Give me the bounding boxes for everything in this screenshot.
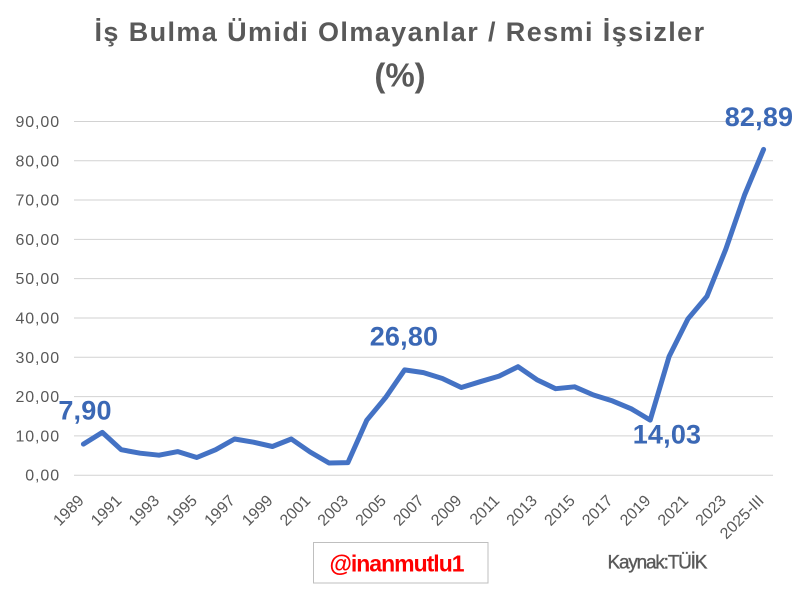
svg-text:0,00: 0,00 <box>25 468 60 485</box>
svg-text:90,00: 90,00 <box>15 114 60 131</box>
svg-text:İş Bulma Ümidi Olmayanlar / Re: İş Bulma Ümidi Olmayanlar / Resmi İşsizl… <box>94 17 705 47</box>
svg-text:50,00: 50,00 <box>15 271 60 288</box>
svg-text:7,90: 7,90 <box>58 396 111 426</box>
svg-text:Kaynak:TÜİK: Kaynak:TÜİK <box>608 553 708 574</box>
svg-text:@inanmutlu1: @inanmutlu1 <box>329 551 464 577</box>
svg-text:26,80: 26,80 <box>370 322 439 352</box>
svg-text:(%): (%) <box>374 57 425 94</box>
svg-text:10,00: 10,00 <box>15 428 60 445</box>
svg-text:70,00: 70,00 <box>15 193 60 210</box>
svg-text:80,00: 80,00 <box>15 153 60 170</box>
svg-text:30,00: 30,00 <box>15 350 60 367</box>
svg-text:14,03: 14,03 <box>633 420 702 450</box>
svg-text:60,00: 60,00 <box>15 232 60 249</box>
svg-text:82,89: 82,89 <box>725 102 794 132</box>
svg-text:40,00: 40,00 <box>15 311 60 328</box>
svg-text:20,00: 20,00 <box>15 389 60 406</box>
